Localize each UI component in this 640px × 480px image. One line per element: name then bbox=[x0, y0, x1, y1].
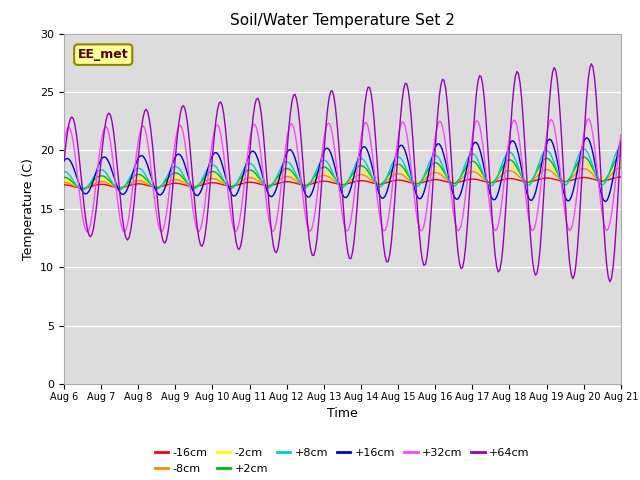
Legend: -16cm, -8cm, -2cm, +2cm, +8cm, +16cm, +32cm, +64cm: -16cm, -8cm, -2cm, +2cm, +8cm, +16cm, +3… bbox=[150, 444, 534, 478]
Y-axis label: Temperature (C): Temperature (C) bbox=[22, 158, 35, 260]
X-axis label: Time: Time bbox=[327, 407, 358, 420]
Text: EE_met: EE_met bbox=[78, 48, 129, 61]
Title: Soil/Water Temperature Set 2: Soil/Water Temperature Set 2 bbox=[230, 13, 455, 28]
